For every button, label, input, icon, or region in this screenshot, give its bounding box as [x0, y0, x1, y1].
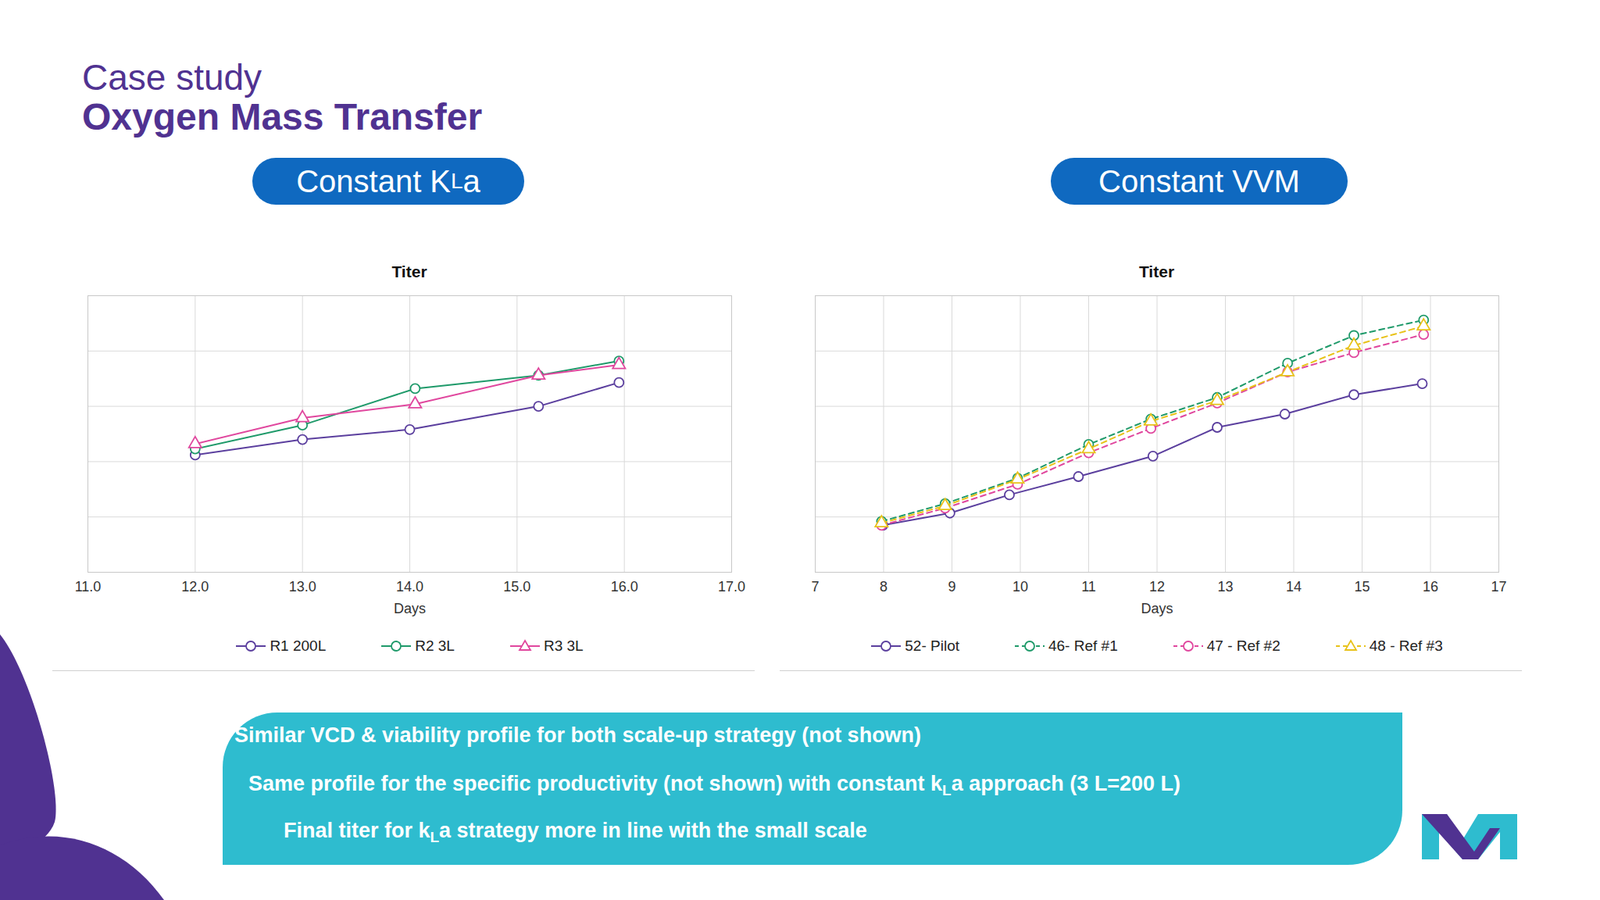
html-text:Titer: Titer — [391, 262, 428, 281]
html-text:Case study: Case study — [82, 57, 262, 98]
svg-text:12.0: 12.0 — [181, 578, 209, 595]
html-text:46- Ref #1: 46- Ref #1 — [1048, 637, 1118, 654]
svg-text:16.0: 16.0 — [610, 578, 639, 595]
svg-text:16: 16 — [1422, 578, 1439, 595]
svg-text:9: 9 — [947, 578, 956, 595]
html-text:Similar VCD & viability profil: Similar VCD & viability profile for both… — [234, 723, 922, 747]
svg-text:Days: Days — [1140, 600, 1173, 617]
html-text:Oxygen Mass Transfer: Oxygen Mass Transfer — [82, 96, 483, 138]
svg-text:15.0: 15.0 — [503, 578, 531, 595]
svg-text:11.0: 11.0 — [75, 578, 102, 595]
html-text:Titer: Titer — [1138, 262, 1175, 281]
svg-text:17: 17 — [1490, 578, 1507, 595]
svg-text:10: 10 — [1012, 578, 1029, 595]
html-text:Same profile for the specific: Same profile for the specific productivi… — [248, 771, 1181, 799]
svg-text:14.0: 14.0 — [396, 578, 424, 595]
svg-text:8: 8 — [879, 578, 888, 595]
html-text:R1 200L: R1 200L — [269, 637, 326, 654]
html-text:Final titer for kLa strategy m: Final titer for kLa strategy more in lin… — [283, 818, 868, 846]
svg-text:Days: Days — [393, 600, 426, 617]
svg-text:11: 11 — [1081, 578, 1097, 595]
html-text:R3 3L: R3 3L — [543, 637, 584, 654]
svg-text:17.0: 17.0 — [717, 578, 746, 595]
svg-text:14: 14 — [1285, 578, 1302, 595]
html-text:48 - Ref #3: 48 - Ref #3 — [1369, 637, 1443, 654]
svg-text:15: 15 — [1353, 578, 1370, 595]
html-text:52- Pilot: 52- Pilot — [904, 637, 960, 654]
svg-text:13.0: 13.0 — [289, 578, 317, 595]
html-text:47 - Ref #2: 47 - Ref #2 — [1206, 637, 1281, 654]
html-text:Constant KLa: Constant KLa — [296, 163, 481, 199]
svg-text:7: 7 — [810, 578, 819, 595]
html-text:R2 3L: R2 3L — [415, 637, 455, 654]
html-text:Constant VVM: Constant VVM — [1098, 163, 1300, 199]
svg-text:12: 12 — [1149, 578, 1165, 595]
svg-text:13: 13 — [1217, 578, 1233, 595]
